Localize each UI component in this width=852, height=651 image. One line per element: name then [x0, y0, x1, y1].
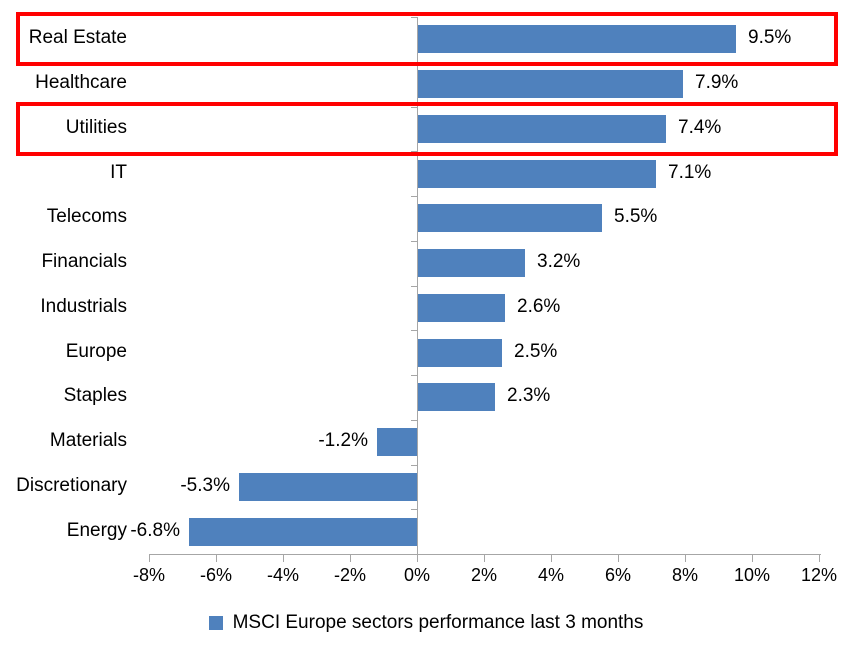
category-axis-tick [411, 509, 417, 510]
legend-square-marker-icon [208, 616, 223, 630]
x-axis-tick-label: 0% [403, 565, 430, 585]
category-label: Industrials [40, 296, 127, 317]
x-axis-tick [551, 554, 552, 562]
x-axis-tick [819, 554, 820, 562]
category-axis-tick [411, 330, 417, 331]
bar [418, 204, 602, 232]
value-label: 5.5% [614, 206, 658, 227]
value-label: 2.3% [507, 385, 551, 406]
category-axis-tick [411, 17, 417, 18]
bar [418, 383, 495, 411]
value-label: 7.9% [695, 72, 739, 93]
bar [418, 70, 683, 98]
legend: MSCI Europe sectors performance last 3 m… [0, 612, 852, 634]
category-label: Energy [66, 520, 127, 541]
x-axis-tick-label: -8% [132, 565, 165, 585]
x-axis-line [149, 554, 821, 555]
category-axis-tick [411, 196, 417, 197]
x-axis-tick-label: -6% [199, 565, 232, 585]
x-axis-tick [417, 554, 418, 562]
value-label: 9.5% [748, 27, 792, 48]
value-label: 2.6% [517, 296, 561, 317]
category-label: Financials [41, 251, 127, 272]
category-axis-line [417, 17, 418, 554]
category-label: Real Estate [28, 27, 127, 48]
category-axis-tick [411, 420, 417, 421]
bar [418, 294, 505, 322]
category-axis-tick [411, 375, 417, 376]
legend-label: MSCI Europe sectors performance last 3 m… [232, 612, 644, 633]
category-axis-tick [411, 554, 417, 555]
value-label: 7.1% [668, 162, 712, 183]
bar [377, 428, 417, 456]
bar [239, 473, 417, 501]
x-axis-tick [484, 554, 485, 562]
category-axis-tick [411, 151, 417, 152]
x-axis-tick [618, 554, 619, 562]
value-label: 2.5% [514, 341, 558, 362]
value-label: 3.2% [537, 251, 581, 272]
x-axis-tick [283, 554, 284, 562]
x-axis-tick-label: 4% [537, 565, 564, 585]
category-axis-tick [411, 465, 417, 466]
x-axis-tick [752, 554, 753, 562]
x-axis-tick-label: -4% [266, 565, 299, 585]
x-axis-tick [350, 554, 351, 562]
category-label: Materials [49, 430, 127, 451]
category-label: Utilities [65, 117, 127, 138]
category-axis-tick [411, 107, 417, 108]
value-label: -5.3% [180, 475, 230, 496]
value-label: -1.2% [318, 430, 368, 451]
bar [418, 115, 666, 143]
bar [418, 249, 525, 277]
highlight-box [16, 12, 838, 66]
category-label: Telecoms [46, 206, 127, 227]
x-axis-tick [216, 554, 217, 562]
category-label: IT [110, 162, 127, 183]
x-axis-tick [149, 554, 150, 562]
category-label: Healthcare [35, 72, 127, 93]
category-label: Staples [63, 385, 127, 406]
x-axis-tick-label: 6% [604, 565, 631, 585]
bar [189, 518, 417, 546]
value-label: -6.8% [130, 520, 180, 541]
x-axis-tick-label: -2% [333, 565, 366, 585]
highlight-box [16, 102, 838, 156]
category-label: Europe [65, 341, 127, 362]
x-axis-tick-label: 12% [800, 565, 838, 585]
category-label: Discretionary [16, 475, 127, 496]
x-axis-tick-label: 10% [733, 565, 771, 585]
x-axis-tick-label: 8% [671, 565, 698, 585]
x-axis-tick-label: 2% [470, 565, 497, 585]
x-axis-tick [685, 554, 686, 562]
bar [418, 160, 656, 188]
bar [418, 339, 502, 367]
bar [418, 25, 736, 53]
category-axis-tick [411, 286, 417, 287]
value-label: 7.4% [678, 117, 722, 138]
category-axis-tick [411, 241, 417, 242]
